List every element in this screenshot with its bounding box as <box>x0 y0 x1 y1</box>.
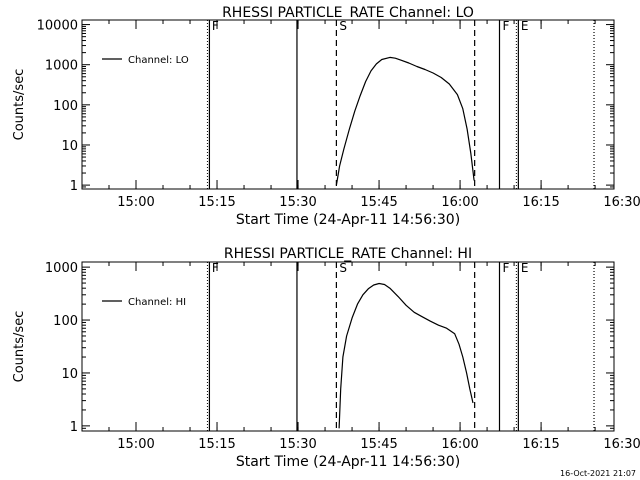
event-marker-label: F <box>502 19 509 33</box>
y-tick-label: 1 <box>70 179 78 194</box>
x-tick-label: 15:45 <box>360 437 397 452</box>
event-marker-label: F <box>212 19 219 33</box>
x-tick-label: 16:15 <box>522 437 559 452</box>
lo-channel-panel: RHESSI PARTICLE_RATE Channel: LO 1 10 100 10… <box>12 5 640 228</box>
event-marker-label: S <box>339 19 347 33</box>
x-tick-label: 15:00 <box>117 195 154 210</box>
x-tick-label: 15:45 <box>360 195 397 210</box>
x-tick-label: 15:30 <box>279 437 316 452</box>
y-tick-label: 10000 <box>37 19 78 34</box>
x-tick-label: 16:00 <box>441 437 478 452</box>
x-axis-label: Start Time (24-Apr-11 14:56:30) <box>236 454 460 470</box>
x-tick-label: 16:00 <box>441 195 478 210</box>
y-tick-label: 10 <box>61 139 78 154</box>
event-marker-label: F <box>502 261 509 275</box>
legend-label: Channel: HI <box>128 297 186 308</box>
y-tick-label: 1000 <box>45 261 78 276</box>
chart-title: RHESSI PARTICLE_RATE Channel: HI <box>224 246 472 262</box>
y-axis-label: Counts/sec <box>12 311 27 383</box>
plot-frame <box>81 261 615 432</box>
hi-channel-panel: RHESSI PARTICLE_RATE Channel: HI 1 10 100 10… <box>12 246 640 470</box>
plot-frame <box>81 19 615 190</box>
chart-title: RHESSI PARTICLE_RATE Channel: LO <box>222 5 474 21</box>
x-tick-label: 16:30 <box>603 195 640 210</box>
event-marker-label: S <box>339 261 347 275</box>
x-axis-label: Start Time (24-Apr-11 14:56:30) <box>236 212 460 228</box>
data-series-line <box>338 282 474 429</box>
data-series-line <box>335 56 475 186</box>
event-marker-label: E <box>521 261 529 275</box>
y-tick-label: 10 <box>61 367 78 382</box>
y-tick-label: 1000 <box>45 59 78 74</box>
generation-timestamp: 16-Oct-2021 21:07 <box>560 469 636 478</box>
event-marker-label: E <box>521 19 529 33</box>
y-tick-label: 1 <box>70 420 78 435</box>
x-tick-label: 16:15 <box>522 195 559 210</box>
legend-label: Channel: LO <box>128 55 189 66</box>
y-axis-label: Counts/sec <box>12 69 27 141</box>
x-tick-label: 16:30 <box>603 437 640 452</box>
event-marker-label: F <box>212 261 219 275</box>
x-tick-label: 15:30 <box>279 195 316 210</box>
y-tick-label: 100 <box>53 99 78 114</box>
x-tick-label: 15:15 <box>198 437 235 452</box>
x-tick-label: 15:15 <box>198 195 235 210</box>
x-tick-label: 15:00 <box>117 437 154 452</box>
y-tick-label: 100 <box>53 314 78 329</box>
